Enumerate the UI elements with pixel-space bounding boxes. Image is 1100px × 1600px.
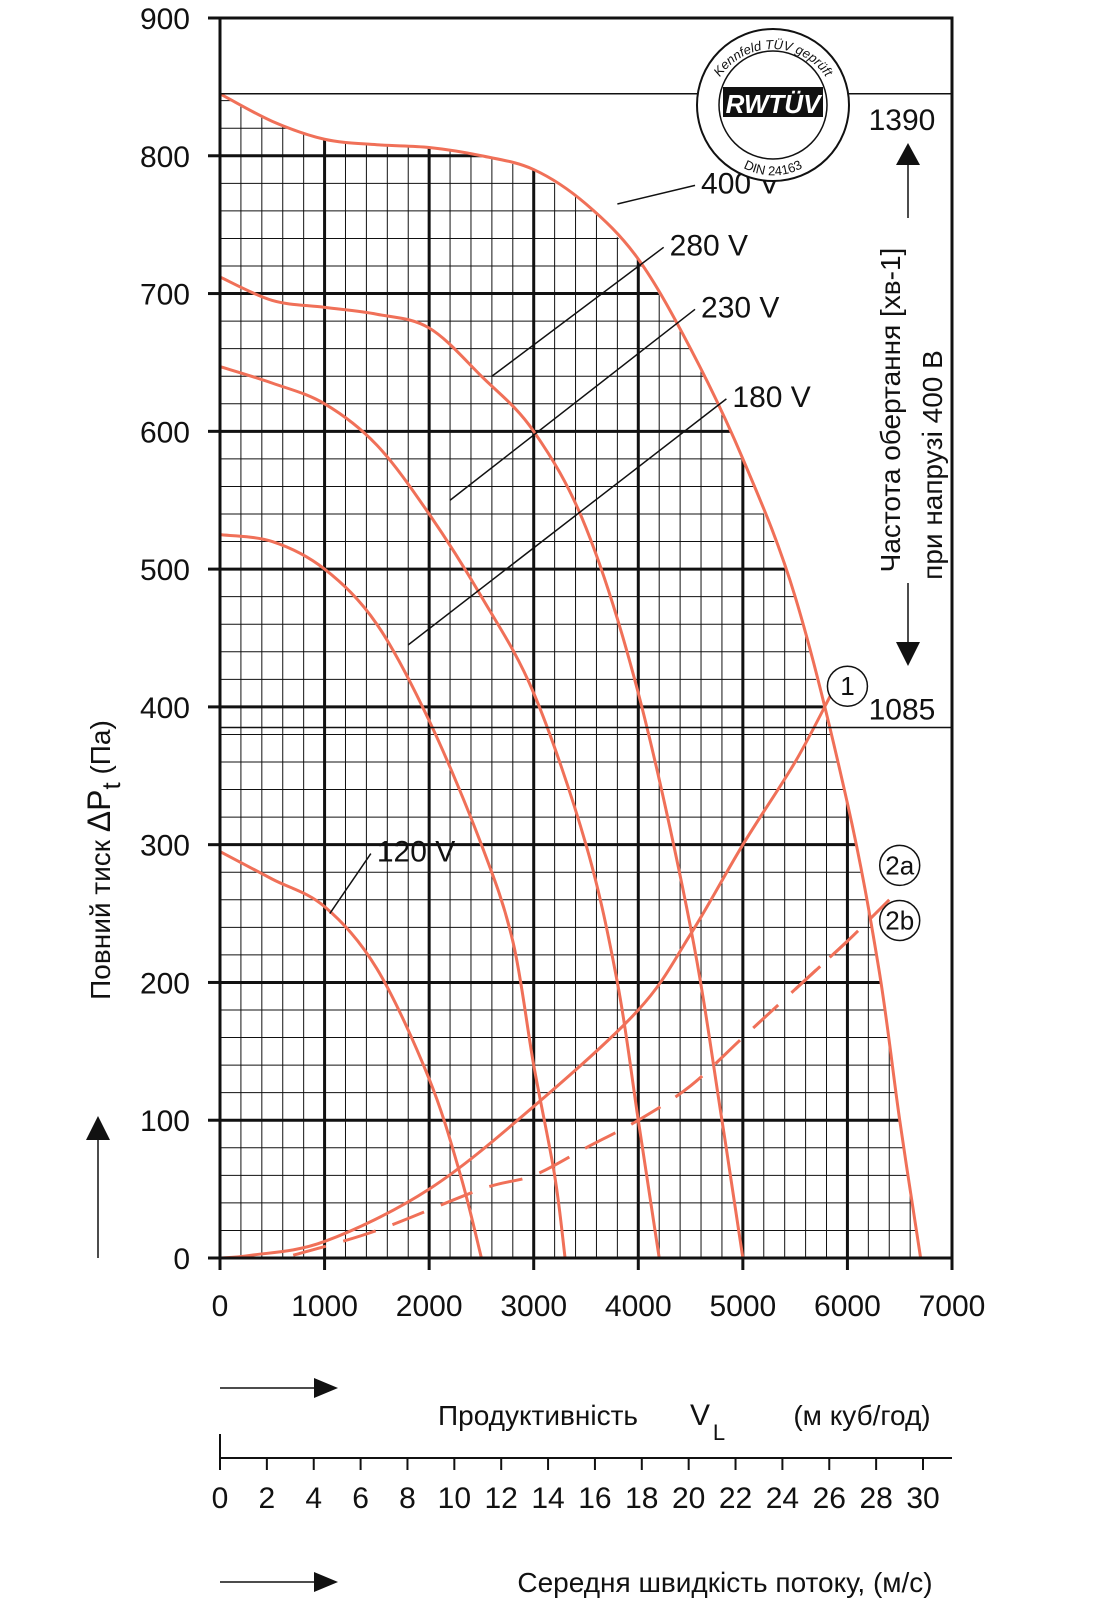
right-label-line2: при напрузі 400 В <box>917 350 948 580</box>
x2-tick-label: 6 <box>352 1482 369 1515</box>
x-tick-label: 3000 <box>500 1290 567 1323</box>
right-label-line1: Частота обертання [хв-1] <box>875 248 906 573</box>
x2-tick-label: 12 <box>485 1482 518 1515</box>
curve-label-leader <box>491 246 665 377</box>
curve-label-leader <box>329 853 372 914</box>
system-curve-2a <box>292 940 849 1257</box>
fan-curve-400v <box>219 92 923 1259</box>
x2-tick-label: 2 <box>259 1482 276 1515</box>
x2-tick-label: 26 <box>813 1482 846 1515</box>
y-tick-label: 600 <box>140 416 190 449</box>
axes <box>86 16 954 1592</box>
y-tick-label: 400 <box>140 692 190 725</box>
y-tick-label: 700 <box>140 279 190 312</box>
y-axis-label-unit: (Па) <box>85 720 116 782</box>
system-label-circle <box>878 899 921 942</box>
system-curve-2b <box>794 898 891 991</box>
fan-curve-280v <box>219 275 745 1259</box>
x-tick-label: 7000 <box>919 1290 986 1323</box>
x-axis-label-symbol: V <box>690 1399 710 1432</box>
curve-label-leader <box>617 184 696 205</box>
x-tick-label: 6000 <box>814 1290 881 1323</box>
x2-tick-label: 4 <box>305 1482 322 1515</box>
fan-curve-230v <box>219 365 661 1259</box>
rpm-arrow-down-head <box>896 642 920 666</box>
x-tick-label: 2000 <box>396 1290 463 1323</box>
x2-tick-label: 8 <box>399 1482 416 1515</box>
y-axis-label-sub: t <box>96 782 126 790</box>
fan-curve-120v <box>219 850 483 1259</box>
svg-text:DIN 24163: DIN 24163 <box>742 157 804 178</box>
y-tick-label: 300 <box>140 830 190 863</box>
rpm-label-1085: 1085 <box>869 694 936 727</box>
seal-bottom-text: DIN 24163 <box>742 157 804 178</box>
x2-tick-label: 0 <box>212 1482 229 1515</box>
y-axis-label: Повний тиск ΔPt (Па) <box>81 720 126 1000</box>
rwtuv-seal: Kennfeld TÜV geprüft DIN 24163 RWTÜV <box>696 28 850 182</box>
y-axis-label-prefix: Повний тиск <box>85 832 116 1000</box>
curve-label-leaders <box>329 184 727 914</box>
x2-tick-label: 18 <box>625 1482 658 1515</box>
x2-tick-label: 30 <box>906 1482 939 1515</box>
curve-label-leader <box>407 398 727 646</box>
curve-label-280v: 280 V <box>670 229 748 262</box>
x2-tick-label: 16 <box>578 1482 611 1515</box>
x2-tick-label: 28 <box>859 1482 892 1515</box>
system-label-1: 1 <box>840 671 854 701</box>
rpm-label-1390: 1390 <box>869 104 936 137</box>
system-label-2b: 2b <box>885 905 914 935</box>
rpm-arrow-up-head <box>896 143 920 165</box>
x2-axis-label: Середня швидкість потоку, (м/с) <box>517 1567 932 1598</box>
x2-tick-label: 24 <box>766 1482 799 1515</box>
y-tick-label: 200 <box>140 967 190 1000</box>
curve-label-180v: 180 V <box>732 381 810 414</box>
system-label-2a: 2a <box>885 850 914 880</box>
x-axis-label-main: Продуктивність <box>438 1400 638 1431</box>
x2-tick-label: 10 <box>438 1482 471 1515</box>
curve-label-230v: 230 V <box>701 291 779 324</box>
y-tick-label: 500 <box>140 554 190 587</box>
x-tick-label: 0 <box>212 1290 229 1323</box>
y-axis-label-symbol: ΔP <box>81 790 117 833</box>
system-label-circle <box>826 665 869 707</box>
x-axis-label-sub: L <box>713 1420 725 1445</box>
system-curve-1 <box>219 692 834 1260</box>
y-tick-label: 900 <box>140 3 190 36</box>
y-arrow-head <box>86 1116 110 1140</box>
seal-center-text: RWTÜV <box>726 89 824 119</box>
plot-frame <box>218 16 954 1260</box>
x2-tick-label: 14 <box>531 1482 564 1515</box>
y-tick-label: 800 <box>140 141 190 174</box>
curve-label-120v: 120 V <box>377 836 455 869</box>
system-curves <box>219 692 891 1260</box>
system-label-circle <box>878 844 921 887</box>
x-axis-label-unit: (м куб/год) <box>793 1400 930 1431</box>
y-tick-label: 0 <box>173 1243 190 1276</box>
y-tick-label: 100 <box>140 1105 190 1138</box>
x-arrow-head <box>314 1378 338 1398</box>
x2-arrow-head <box>314 1572 338 1592</box>
x-tick-label: 5000 <box>709 1290 776 1323</box>
x2-tick-label: 20 <box>672 1482 705 1515</box>
x2-tick-label: 22 <box>719 1482 752 1515</box>
fan-curve-180v <box>219 533 567 1259</box>
fan-curves <box>219 92 923 1259</box>
x-tick-label: 4000 <box>605 1290 672 1323</box>
curve-label-leader <box>449 308 696 501</box>
x-tick-label: 1000 <box>291 1290 358 1323</box>
